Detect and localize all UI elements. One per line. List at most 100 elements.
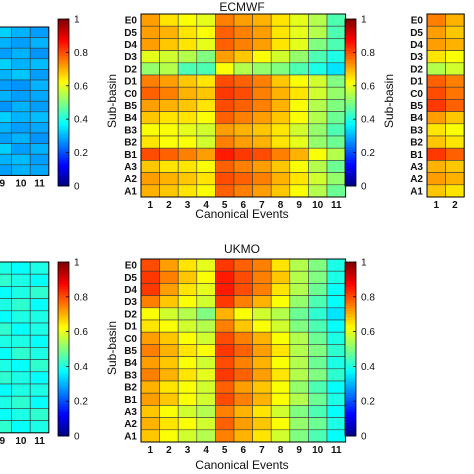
heatmap-cell: [159, 86, 179, 100]
colorbar-segment: [345, 294, 356, 298]
x-tick-label: 1: [434, 200, 440, 211]
colorbar-segment: [58, 381, 69, 385]
colorbar-segment: [58, 97, 69, 101]
heatmap-cell: [445, 50, 465, 64]
heatmap-cell: [177, 319, 198, 333]
heatmap-cell: [326, 184, 346, 198]
colorbar-segment: [58, 159, 69, 163]
y-tick-label: B1: [410, 150, 423, 161]
heatmap-cell: [215, 123, 235, 137]
heatmap-cell: [308, 160, 328, 173]
heatmap-cell: [233, 258, 253, 272]
x-tick-label: 3: [185, 200, 191, 211]
heatmap-cell: [196, 62, 216, 76]
heatmap-cell: [445, 172, 465, 186]
colorbar-segment: [58, 105, 69, 109]
colorbar-segment: [345, 275, 356, 279]
heatmap-cell: [289, 295, 309, 309]
heatmap-cell: [289, 258, 309, 272]
heatmap-cell: [140, 38, 160, 51]
colorbar-segment: [58, 294, 69, 298]
heatmap-cell: [159, 344, 179, 357]
colorbar-segment: [58, 154, 69, 158]
heatmap-cell: [308, 184, 328, 198]
heatmap-cell: [140, 147, 160, 161]
y-tick-label: A3: [124, 162, 137, 173]
heatmap-cell: [289, 74, 309, 88]
heatmap-cell: [289, 319, 309, 333]
heatmap-cell: [29, 286, 50, 299]
heatmap-cell: [308, 13, 328, 27]
colorbar-segment: [345, 47, 356, 51]
heatmap-cell: [215, 368, 235, 382]
heatmap-cell: [159, 405, 179, 418]
colorbar-segment: [345, 139, 356, 143]
colorbar-segment: [345, 123, 356, 127]
colorbar-segment: [345, 172, 356, 176]
heatmap-cell: [11, 334, 31, 348]
heatmap-cell: [326, 123, 346, 137]
heatmap-cell: [233, 270, 253, 284]
colorbar-segment: [345, 68, 356, 72]
colorbar-segment: [58, 319, 69, 323]
colorbar-segment: [58, 45, 69, 49]
colorbar-segment: [58, 125, 69, 129]
colorbar-segment: [345, 26, 356, 30]
heatmap-cell: [289, 380, 309, 394]
heatmap-cell: [11, 90, 31, 102]
heatmap-cell: [308, 429, 328, 443]
heatmap-cell: [159, 295, 179, 309]
colorbar-segment: [345, 408, 356, 412]
heatmap-cell: [215, 270, 235, 284]
y-tick-label: D4: [410, 40, 423, 51]
colorbar-segment: [345, 65, 356, 69]
colorbar-segment: [58, 180, 69, 184]
heatmap-cell: [289, 62, 309, 76]
colorbar-segment: [345, 79, 356, 83]
heatmap-cell: [11, 347, 31, 360]
heatmap-cell: [140, 160, 160, 173]
heatmap-cell: [252, 38, 272, 51]
heatmap-cell: [11, 359, 31, 373]
heatmap-cell: [252, 295, 272, 309]
heatmap-cell: [11, 26, 31, 38]
colorbar-segment: [58, 81, 69, 85]
colorbar-tick-label: 0.8: [74, 292, 88, 303]
heatmap-cell: [445, 111, 465, 125]
heatmap-cell: [426, 111, 446, 125]
colorbar-segment: [345, 357, 356, 361]
y-tick-label: A1: [124, 186, 137, 197]
colorbar-segment: [345, 125, 356, 129]
colorbar-segment: [345, 118, 356, 122]
heatmap-cell: [29, 69, 50, 81]
heatmap-cell: [445, 86, 465, 100]
heatmap-cell: [140, 50, 160, 64]
colorbar-segment: [58, 289, 69, 293]
colorbar-segment: [58, 313, 69, 317]
colorbar-segment: [345, 376, 356, 380]
heatmap-cell: [0, 334, 12, 348]
heatmap-cell: [215, 344, 235, 357]
y-tick-label: B2: [410, 138, 423, 149]
colorbar-segment: [345, 180, 356, 184]
colorbar-segment: [58, 316, 69, 320]
colorbar-segment: [58, 157, 69, 161]
heatmap-cell: [140, 172, 160, 186]
colorbar-segment: [58, 340, 69, 344]
colorbar-segment: [58, 357, 69, 361]
colorbar-segment: [345, 128, 356, 132]
y-tick-label: D1: [410, 77, 423, 88]
heatmap-cell: [140, 429, 160, 443]
colorbar-segment: [58, 128, 69, 132]
heatmap-cell: [0, 298, 12, 312]
heatmap-cell: [270, 184, 291, 198]
colorbar-segment: [58, 346, 69, 350]
colorbar-segment: [58, 281, 69, 285]
heatmap-cell: [445, 135, 465, 149]
colorbar-segment: [58, 321, 69, 325]
colorbar-segment: [345, 430, 356, 434]
colorbar-segment: [58, 275, 69, 279]
heatmap-cell: [0, 273, 12, 287]
heatmap-cell: [29, 37, 50, 49]
ecmwf-ylabel: Sub-basin: [105, 74, 119, 128]
